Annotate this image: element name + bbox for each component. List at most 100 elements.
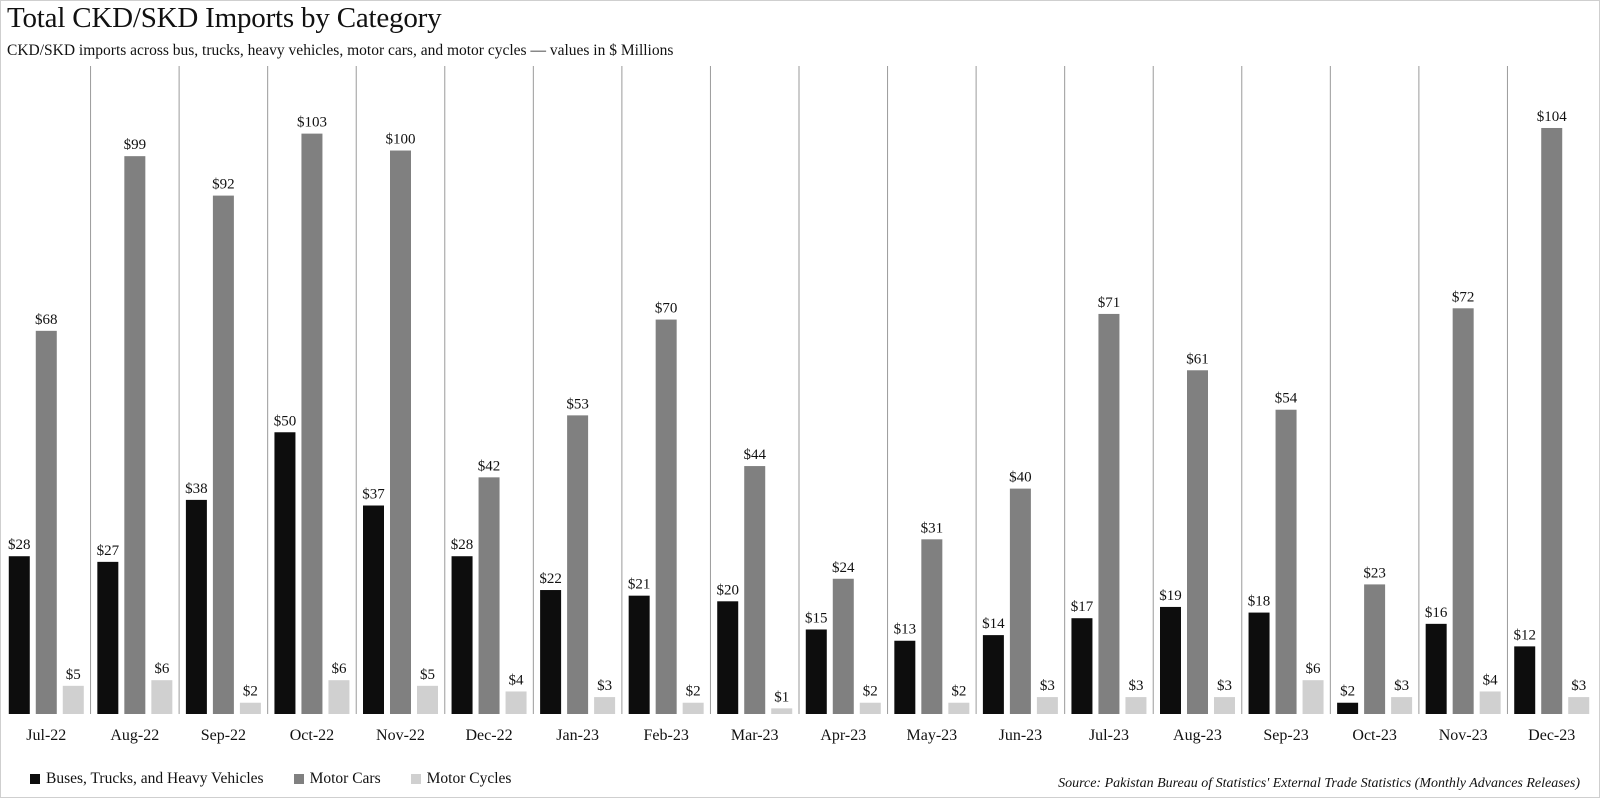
chart-title: Total CKD/SKD Imports by Category <box>7 2 442 34</box>
x-tick-label: Dec-23 <box>1528 727 1575 744</box>
bar <box>1479 691 1501 714</box>
x-tick-label: Jan-23 <box>556 727 599 744</box>
x-tick-label: Mar-23 <box>731 727 779 744</box>
source-note: Source: Pakistan Bureau of Statistics' E… <box>1058 776 1580 791</box>
data-label: $24 <box>832 560 855 576</box>
legend-swatch-motor-cycles <box>410 774 421 784</box>
data-label: $61 <box>1186 351 1209 367</box>
data-label: $14 <box>982 616 1005 632</box>
data-label: $1 <box>774 689 789 705</box>
bar <box>682 702 704 714</box>
bar <box>97 561 119 714</box>
bar <box>363 505 384 714</box>
bar <box>1568 697 1590 714</box>
data-label: $99 <box>124 137 147 153</box>
bar <box>478 477 500 714</box>
data-label: $2 <box>1340 684 1355 700</box>
bar <box>1337 702 1359 714</box>
legend: Buses, Trucks, and Heavy Vehicles Motor … <box>30 770 511 788</box>
data-label: $38 <box>185 481 208 497</box>
data-label: $28 <box>8 537 31 553</box>
bar <box>274 432 296 714</box>
bar <box>1071 618 1093 714</box>
data-label: $4 <box>1483 672 1499 688</box>
data-label: $4 <box>509 672 525 688</box>
bar <box>628 595 650 714</box>
x-tick-label: Dec-22 <box>466 727 513 744</box>
bar <box>948 702 970 714</box>
data-label: $22 <box>539 571 562 587</box>
bar <box>451 556 473 714</box>
data-label: $37 <box>362 487 385 503</box>
bar <box>151 680 173 714</box>
x-tick-label: Jul-23 <box>1089 727 1129 744</box>
data-label: $5 <box>420 667 435 683</box>
data-label: $19 <box>1159 588 1182 604</box>
legend-item-motor-cycles: Motor Cycles <box>410 770 511 788</box>
bar <box>1160 606 1181 714</box>
bar <box>1125 697 1147 714</box>
bar <box>1514 646 1536 714</box>
bar <box>301 133 323 715</box>
x-tick-label: Nov-22 <box>376 727 425 744</box>
data-label: $103 <box>297 115 327 131</box>
bar <box>124 156 146 715</box>
data-label: $44 <box>743 447 766 463</box>
bar <box>567 415 589 714</box>
bar <box>1214 697 1235 714</box>
chart-subtitle: CKD/SKD imports across bus, trucks, heav… <box>7 42 674 59</box>
bar <box>417 685 438 714</box>
bar <box>859 702 881 714</box>
data-label: $42 <box>478 458 501 474</box>
bar <box>1452 308 1474 714</box>
data-label: $68 <box>35 312 58 328</box>
bar <box>1541 127 1563 714</box>
x-tick-label: Feb-23 <box>644 727 689 744</box>
data-label: $12 <box>1513 627 1536 643</box>
bar <box>982 635 1004 714</box>
data-label: $100 <box>386 132 416 148</box>
x-tick-label: Sep-22 <box>201 727 246 744</box>
bar <box>8 556 30 714</box>
data-label: $27 <box>97 543 120 559</box>
legend-item-motor-cars: Motor Cars <box>293 770 381 788</box>
x-tick-label: Jul-22 <box>26 727 66 744</box>
x-tick-label: Nov-23 <box>1439 727 1488 744</box>
data-label: $3 <box>1217 678 1232 694</box>
x-tick-label: Oct-22 <box>290 727 334 744</box>
bar <box>894 640 916 714</box>
legend-swatch-buses <box>30 774 40 784</box>
bar <box>1425 623 1447 714</box>
data-label: $3 <box>1571 678 1586 694</box>
data-label: $31 <box>921 520 944 536</box>
data-label: $23 <box>1363 565 1386 581</box>
data-label: $72 <box>1452 289 1475 305</box>
bar <box>1098 313 1120 714</box>
data-label: $71 <box>1098 295 1121 311</box>
x-tick-label: Aug-23 <box>1173 727 1222 744</box>
x-tick-label: Sep-23 <box>1263 727 1308 744</box>
bar <box>805 629 827 714</box>
legend-swatch-motor-cars <box>293 774 304 784</box>
bar <box>505 691 527 714</box>
data-label: $2 <box>686 684 701 700</box>
data-label: $2 <box>863 684 878 700</box>
bar <box>390 150 411 715</box>
x-tick-label: Jun-23 <box>999 727 1043 744</box>
data-label: $5 <box>66 667 81 683</box>
data-label: $50 <box>274 413 297 429</box>
bar <box>594 697 616 714</box>
bar <box>540 590 562 714</box>
data-label: $2 <box>243 684 258 700</box>
x-tick-label: Aug-22 <box>110 727 159 744</box>
x-tick-label: Apr-23 <box>820 727 866 744</box>
bar <box>921 539 943 714</box>
data-label: $92 <box>212 177 235 193</box>
bar <box>1364 584 1386 714</box>
bar <box>1391 697 1413 714</box>
data-label: $54 <box>1275 391 1298 407</box>
legend-label-motor-cars: Motor Cars <box>309 770 381 787</box>
bar <box>1302 680 1324 714</box>
data-label: $6 <box>154 661 170 677</box>
x-tick-label: Oct-23 <box>1352 727 1396 744</box>
